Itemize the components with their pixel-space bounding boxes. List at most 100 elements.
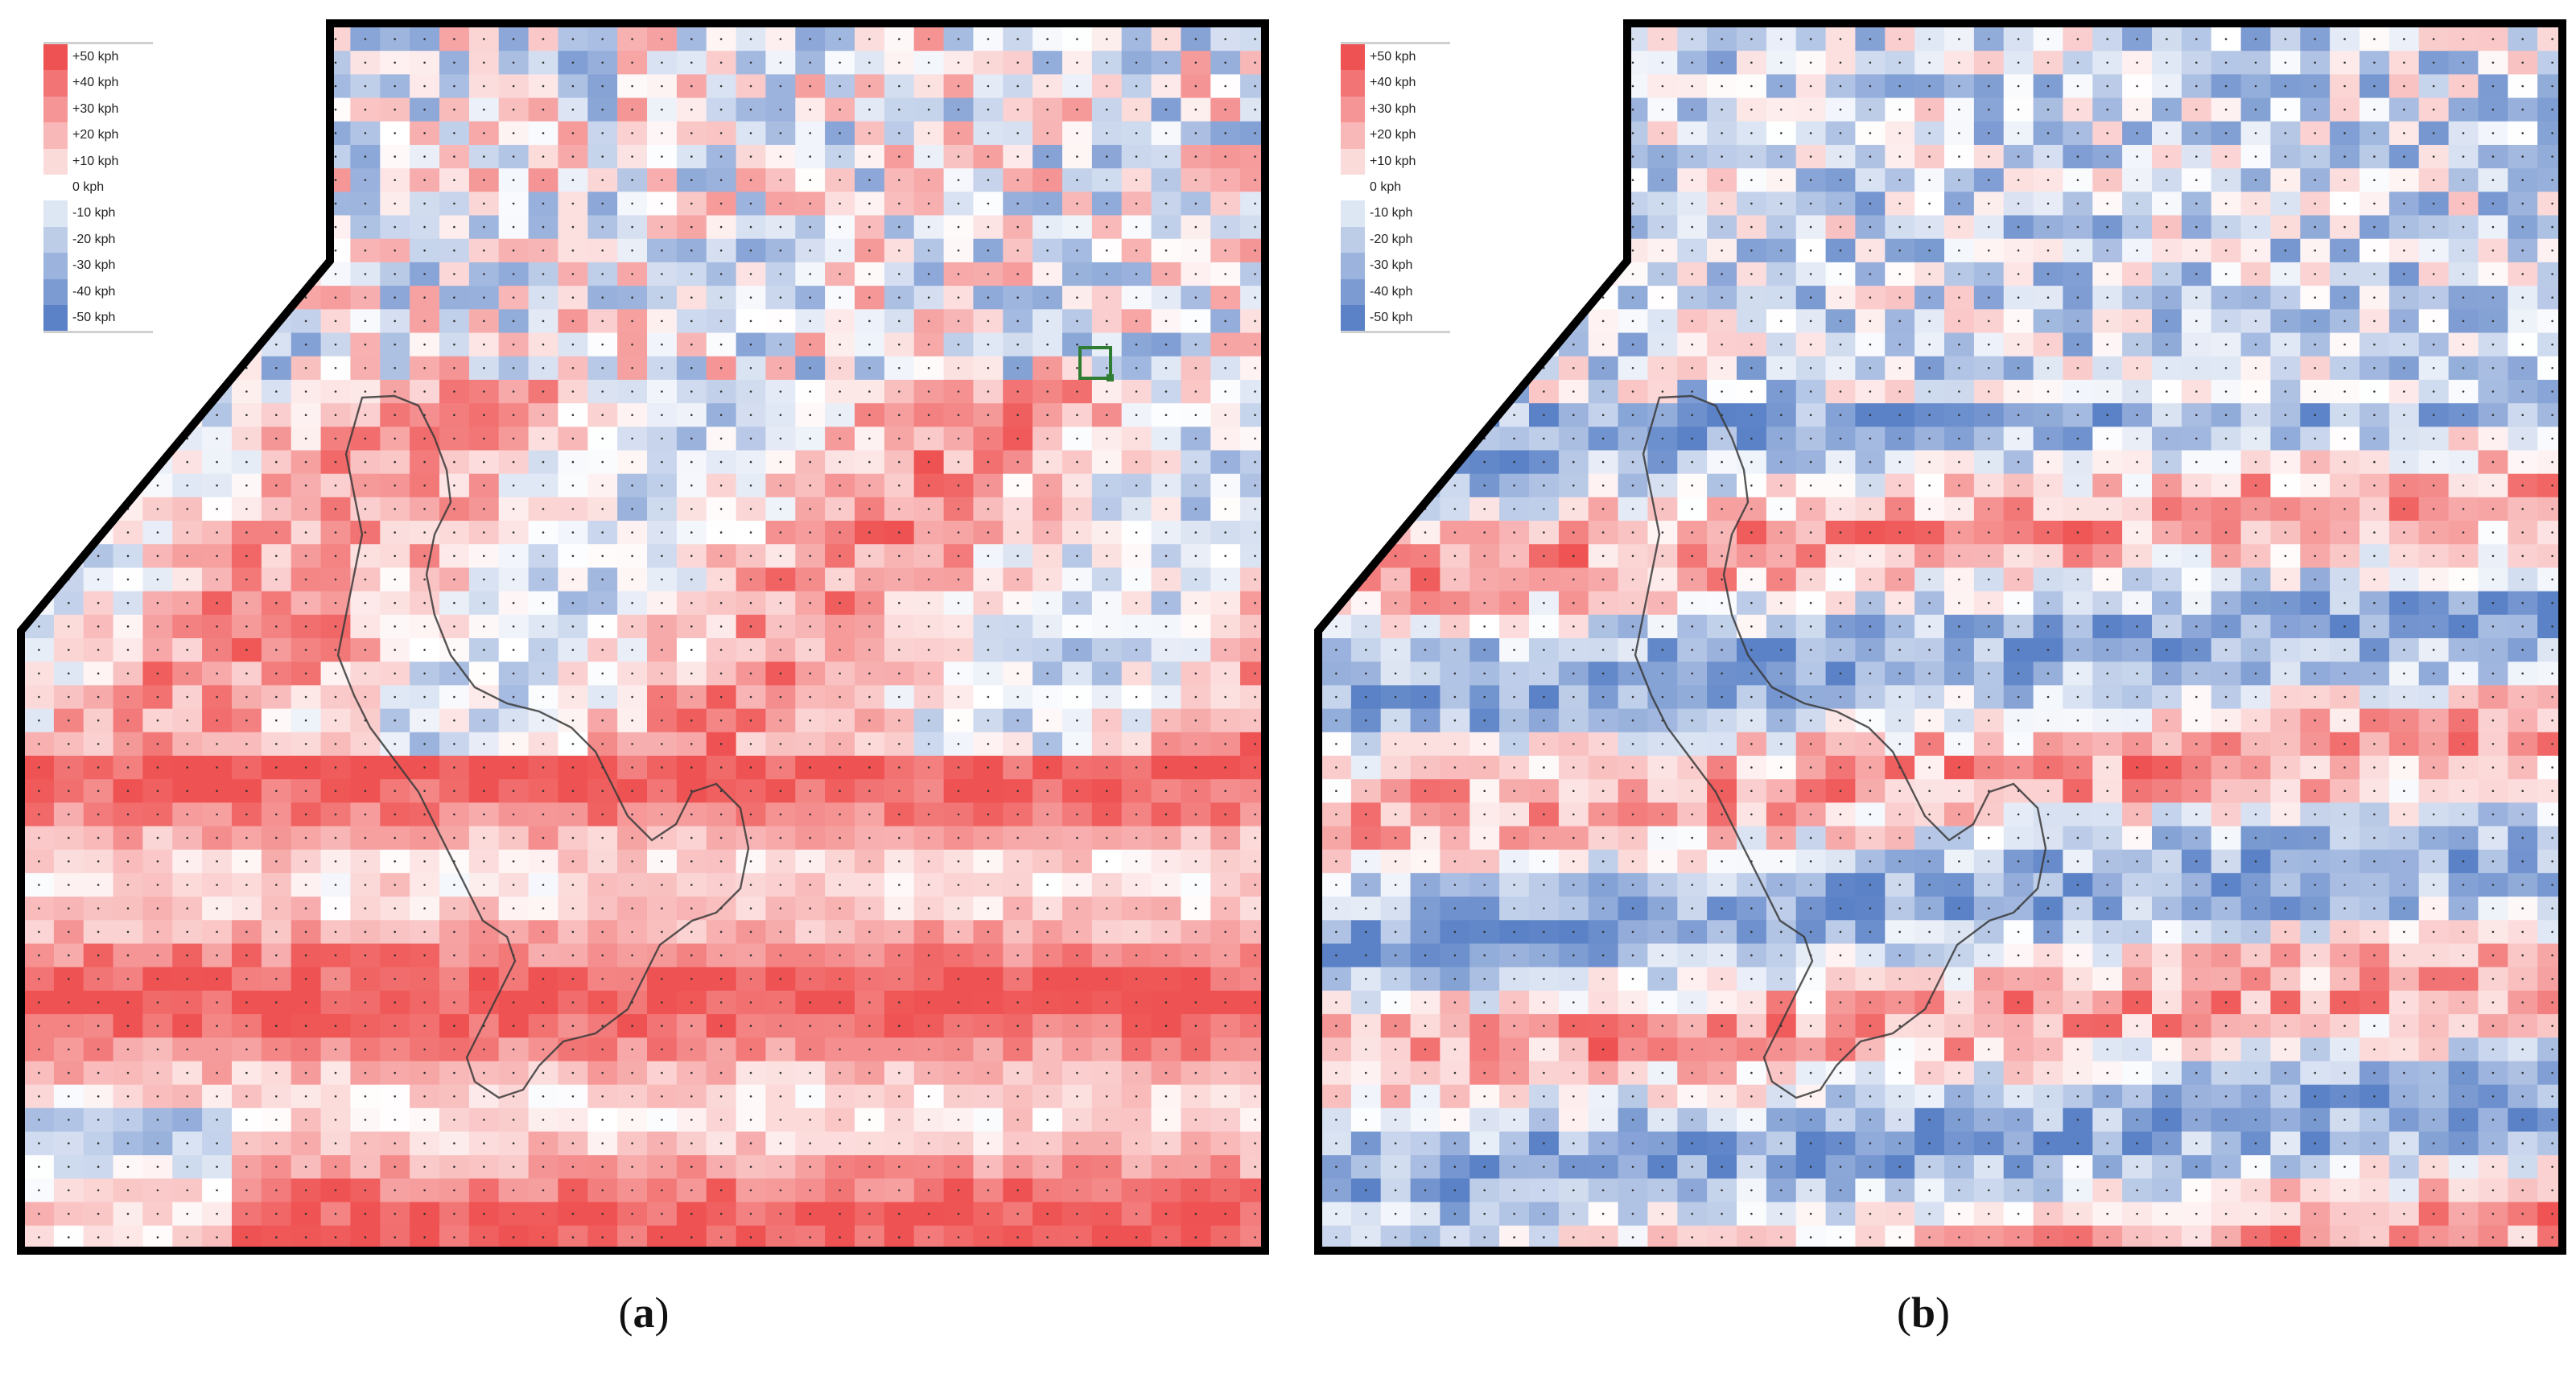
cell-marker xyxy=(719,1212,723,1215)
cell-marker xyxy=(1780,179,1783,182)
cell-marker xyxy=(1164,320,1168,323)
grid-cell xyxy=(1588,51,1619,75)
cell-marker xyxy=(423,155,426,158)
cell-marker xyxy=(839,531,841,534)
cell-marker xyxy=(394,437,397,440)
cell-marker xyxy=(1988,155,1990,158)
cell-marker xyxy=(216,766,218,769)
cell-marker xyxy=(1106,343,1108,346)
cell-marker xyxy=(1691,61,1693,64)
cell-marker xyxy=(68,649,70,651)
cell-marker xyxy=(1254,367,1256,369)
cell-marker xyxy=(601,1142,604,1144)
cell-marker xyxy=(987,1119,990,1121)
legend-label: -30 kph xyxy=(72,258,116,273)
cell-marker xyxy=(304,649,307,651)
cell-marker xyxy=(334,954,337,957)
grid-cell xyxy=(1240,473,1265,498)
cell-marker xyxy=(1106,225,1108,229)
cell-marker xyxy=(719,743,723,745)
grid-cell xyxy=(291,145,322,169)
cell-marker xyxy=(304,85,307,88)
cell-marker xyxy=(2432,179,2435,182)
cell-marker xyxy=(839,743,841,745)
cell-marker xyxy=(809,672,811,675)
cell-marker xyxy=(304,1001,307,1004)
grid-cell xyxy=(2537,121,2562,146)
cell-marker xyxy=(839,836,841,839)
cell-marker xyxy=(304,1142,307,1144)
cell-marker xyxy=(216,930,218,934)
cell-marker xyxy=(1661,132,1664,134)
cell-marker xyxy=(126,578,130,581)
cell-marker xyxy=(1224,625,1226,628)
cell-marker xyxy=(661,790,663,793)
cell-marker xyxy=(749,578,752,581)
cell-marker xyxy=(1164,390,1168,393)
cell-marker xyxy=(779,61,782,64)
cell-marker xyxy=(1572,38,1575,40)
cell-marker xyxy=(1224,743,1226,745)
cell-marker xyxy=(245,1095,248,1098)
cell-marker xyxy=(275,954,278,957)
cell-marker xyxy=(809,85,811,88)
cell-marker xyxy=(126,743,130,745)
cell-marker xyxy=(690,884,693,886)
cell-marker xyxy=(1076,179,1078,182)
cell-marker xyxy=(661,695,663,699)
cell-marker xyxy=(1224,836,1226,839)
cell-marker xyxy=(68,978,70,980)
grid-cell xyxy=(1240,1084,1265,1109)
cell-marker xyxy=(661,625,663,628)
cell-marker xyxy=(2254,61,2257,64)
cell-marker xyxy=(927,202,930,205)
cell-marker xyxy=(1224,649,1226,651)
cell-marker xyxy=(809,367,811,369)
cell-marker xyxy=(779,225,782,229)
cell-marker xyxy=(38,743,40,745)
cell-marker xyxy=(661,555,663,558)
cell-marker xyxy=(2432,155,2435,158)
cell-marker xyxy=(1224,367,1226,369)
cell-marker xyxy=(156,1189,159,1192)
cell-marker xyxy=(512,437,515,440)
cell-marker xyxy=(1076,1212,1078,1215)
cell-marker xyxy=(275,555,278,558)
cell-marker xyxy=(868,343,871,346)
cell-marker xyxy=(749,1001,752,1004)
cell-marker xyxy=(245,790,248,793)
cell-marker xyxy=(512,813,515,816)
cell-marker xyxy=(779,907,782,909)
cell-marker xyxy=(868,578,871,581)
cell-marker xyxy=(1135,1048,1138,1051)
legend-label: +30 kph xyxy=(72,101,119,116)
cell-marker xyxy=(512,531,515,534)
cell-marker xyxy=(690,38,693,40)
cell-marker xyxy=(571,1165,575,1169)
cell-marker xyxy=(97,1095,100,1098)
cell-marker xyxy=(631,108,633,111)
cell-marker xyxy=(661,860,663,863)
cell-marker xyxy=(512,719,515,722)
cell-marker xyxy=(749,907,752,909)
cell-marker xyxy=(839,414,841,416)
cell-marker xyxy=(1164,672,1168,675)
cell-marker xyxy=(571,860,575,863)
cell-marker xyxy=(216,437,218,440)
grid-cell xyxy=(232,238,262,263)
cell-marker xyxy=(423,1071,426,1074)
cell-marker xyxy=(987,202,990,205)
cell-marker xyxy=(1224,1025,1226,1027)
cell-marker xyxy=(571,155,575,158)
cell-marker xyxy=(186,1025,188,1027)
cell-marker xyxy=(216,460,218,464)
cell-marker xyxy=(334,930,337,934)
cell-marker xyxy=(1254,296,1256,299)
cell-marker xyxy=(1135,930,1138,934)
grid-cell xyxy=(83,403,114,427)
cell-marker xyxy=(661,1071,663,1074)
cell-marker xyxy=(1076,743,1078,745)
cell-marker xyxy=(719,484,723,487)
cell-marker xyxy=(1254,38,1256,40)
cell-marker xyxy=(453,766,455,769)
